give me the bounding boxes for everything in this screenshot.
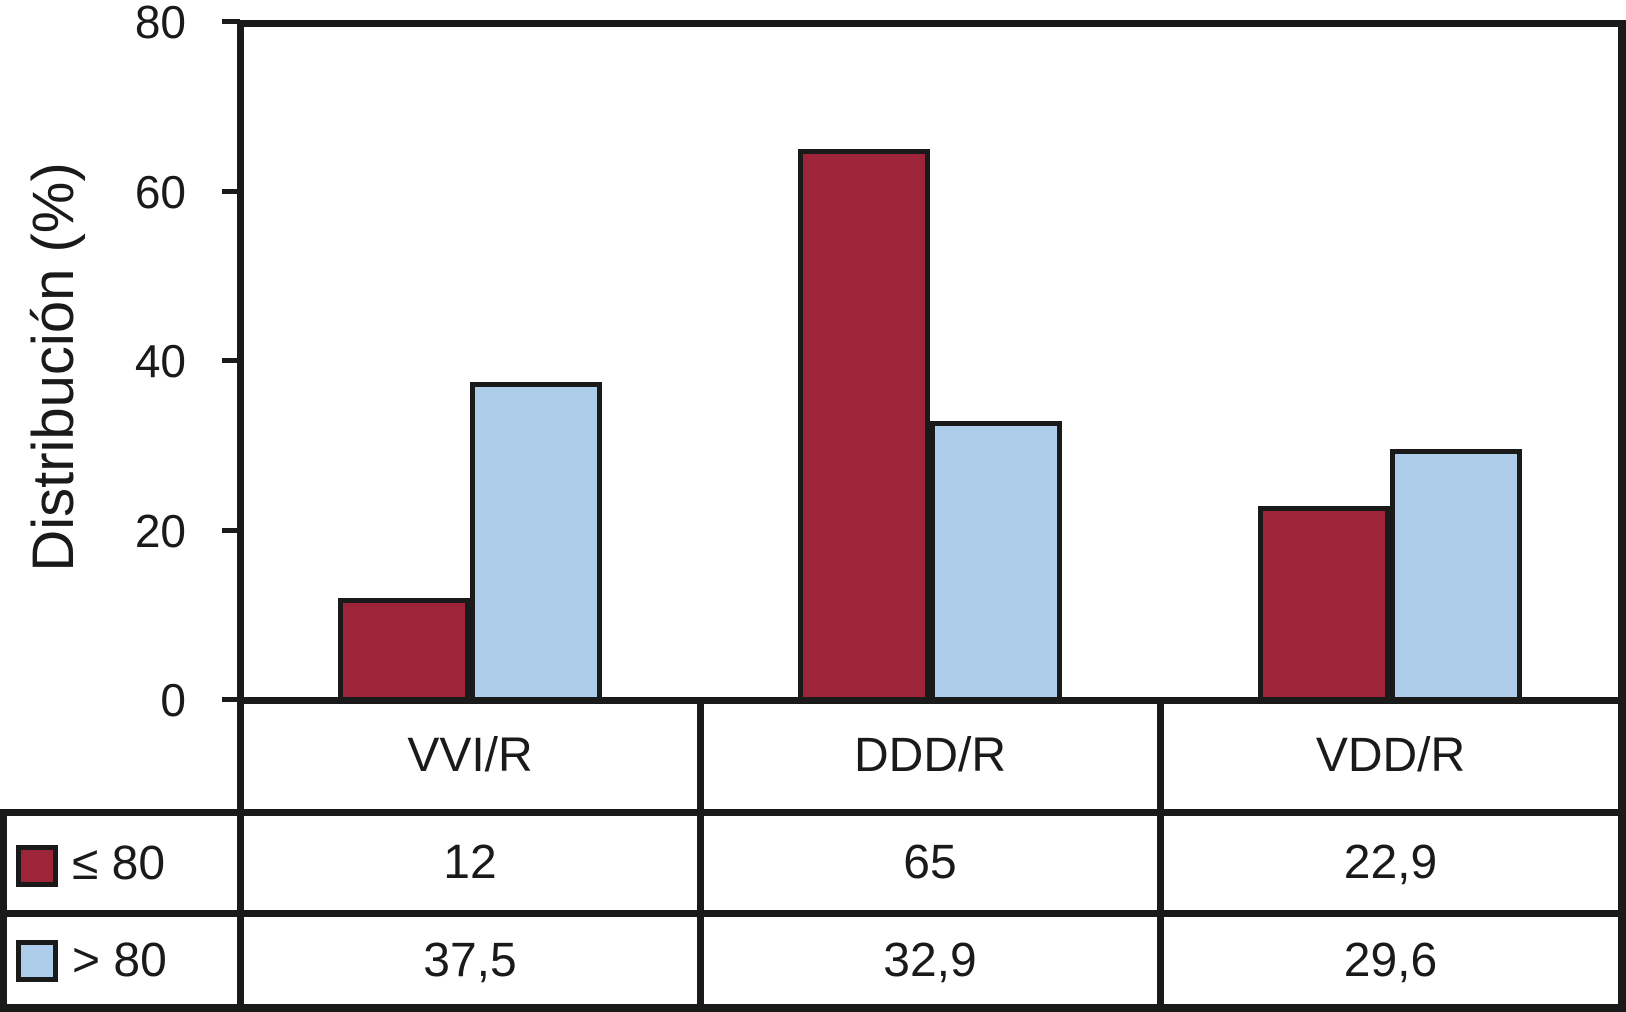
bar-vvi-r-le80 bbox=[338, 598, 470, 704]
y-tick-mark-40 bbox=[222, 358, 240, 363]
table-value-le80-vvi: 12 bbox=[443, 836, 497, 889]
y-tick-label-80: 80 bbox=[134, 0, 186, 48]
y-tick-label-40: 40 bbox=[134, 335, 186, 387]
y-tick-mark-80 bbox=[222, 19, 240, 24]
table-divider-v3 bbox=[1157, 697, 1164, 1012]
table-line-h1 bbox=[0, 809, 1626, 816]
table-value-le80-ddd: 65 bbox=[903, 836, 957, 889]
category-header-ddd-r: DDD/R bbox=[854, 729, 1006, 782]
legend-label-le80: ≤ 80 bbox=[72, 837, 166, 890]
table-line-h2 bbox=[0, 910, 1626, 917]
legend-label-gt80: > 80 bbox=[72, 934, 167, 987]
table-divider-v1 bbox=[237, 697, 244, 1012]
plot-frame-top-line bbox=[237, 20, 1625, 27]
table-value-gt80-vdd: 29,6 bbox=[1343, 934, 1438, 987]
x-axis-baseline bbox=[237, 697, 1626, 704]
y-tick-mark-0 bbox=[222, 697, 240, 702]
table-value-le80-vdd: 22,9 bbox=[1343, 836, 1438, 889]
y-tick-mark-20 bbox=[222, 528, 240, 533]
category-header-vdd-r: VDD/R bbox=[1315, 729, 1466, 782]
category-header-vvi-r: VVI/R bbox=[407, 729, 533, 782]
plot-frame-right-line bbox=[1618, 20, 1626, 1011]
legend-swatch-gt80 bbox=[16, 940, 58, 982]
y-tick-label-60: 60 bbox=[134, 166, 186, 218]
y-tick-label-0: 0 bbox=[160, 674, 186, 726]
y-tick-label-20: 20 bbox=[134, 505, 186, 557]
bar-vdd-r-gt80 bbox=[1390, 449, 1522, 704]
y-tick-mark-60 bbox=[222, 189, 240, 194]
table-value-gt80-ddd: 32,9 bbox=[883, 934, 977, 987]
bar-vdd-r-le80 bbox=[1258, 506, 1390, 704]
table-divider-v2 bbox=[697, 697, 704, 1012]
table-bottom-line bbox=[0, 1004, 1626, 1012]
y-axis-line bbox=[237, 20, 244, 704]
table-left-line bbox=[0, 809, 7, 1012]
legend-swatch-le80 bbox=[16, 845, 58, 887]
bar-vvi-r-gt80 bbox=[470, 382, 602, 704]
table-value-gt80-vvi: 37,5 bbox=[423, 934, 517, 987]
bar-ddd-r-gt80 bbox=[930, 421, 1062, 704]
bar-ddd-r-le80 bbox=[798, 149, 930, 704]
